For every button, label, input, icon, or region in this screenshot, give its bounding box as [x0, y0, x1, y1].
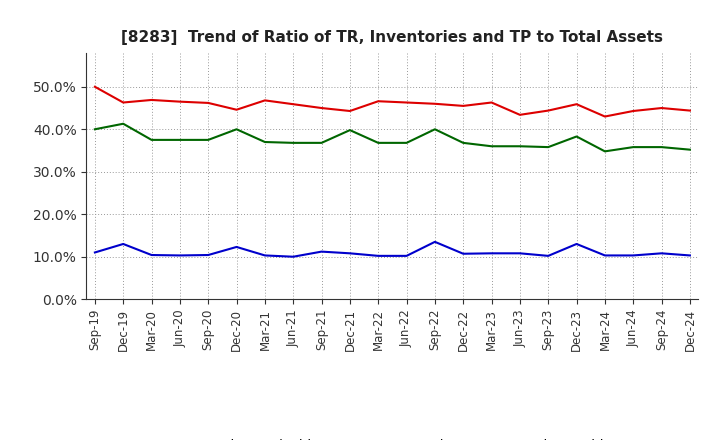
Trade Payables — [374, 140, 382, 146]
Inventories — [402, 253, 411, 259]
Trade Payables — [233, 127, 241, 132]
Trade Payables — [459, 140, 467, 146]
Trade Receivables — [629, 108, 637, 114]
Inventories — [233, 244, 241, 249]
Inventories — [685, 253, 694, 258]
Trade Payables — [346, 128, 354, 133]
Inventories — [204, 253, 212, 258]
Trade Receivables — [544, 108, 552, 113]
Inventories — [318, 249, 326, 254]
Trade Receivables — [91, 84, 99, 89]
Inventories — [459, 251, 467, 257]
Trade Payables — [204, 137, 212, 143]
Trade Payables — [119, 121, 127, 126]
Trade Payables — [402, 140, 411, 146]
Line: Trade Payables: Trade Payables — [95, 124, 690, 151]
Inventories — [261, 253, 269, 258]
Trade Receivables — [289, 102, 297, 107]
Trade Receivables — [204, 100, 212, 106]
Trade Payables — [91, 127, 99, 132]
Trade Payables — [261, 139, 269, 145]
Trade Receivables — [600, 114, 609, 119]
Trade Receivables — [516, 112, 524, 117]
Trade Receivables — [261, 98, 269, 103]
Trade Receivables — [176, 99, 184, 104]
Line: Inventories: Inventories — [95, 242, 690, 257]
Inventories — [119, 241, 127, 246]
Title: [8283]  Trend of Ratio of TR, Inventories and TP to Total Assets: [8283] Trend of Ratio of TR, Inventories… — [122, 29, 663, 45]
Inventories — [544, 253, 552, 259]
Trade Payables — [600, 149, 609, 154]
Trade Receivables — [233, 107, 241, 112]
Trade Payables — [487, 143, 496, 149]
Inventories — [516, 251, 524, 256]
Trade Payables — [629, 144, 637, 150]
Trade Receivables — [657, 106, 666, 111]
Inventories — [176, 253, 184, 258]
Trade Payables — [289, 140, 297, 146]
Inventories — [91, 250, 99, 255]
Inventories — [374, 253, 382, 259]
Inventories — [657, 251, 666, 256]
Inventories — [572, 241, 581, 246]
Inventories — [346, 251, 354, 256]
Trade Receivables — [685, 108, 694, 113]
Trade Receivables — [487, 100, 496, 105]
Trade Receivables — [318, 106, 326, 111]
Trade Payables — [148, 137, 156, 143]
Inventories — [629, 253, 637, 258]
Inventories — [431, 239, 439, 245]
Trade Receivables — [431, 101, 439, 106]
Trade Payables — [544, 144, 552, 150]
Trade Receivables — [402, 100, 411, 105]
Trade Payables — [516, 143, 524, 149]
Trade Payables — [176, 137, 184, 143]
Inventories — [487, 251, 496, 256]
Trade Receivables — [459, 103, 467, 109]
Inventories — [148, 253, 156, 258]
Inventories — [600, 253, 609, 258]
Trade Receivables — [572, 102, 581, 107]
Trade Receivables — [346, 108, 354, 114]
Trade Payables — [685, 147, 694, 152]
Trade Payables — [572, 134, 581, 139]
Inventories — [289, 254, 297, 259]
Trade Receivables — [148, 97, 156, 103]
Legend: Trade Receivables, Inventories, Trade Payables: Trade Receivables, Inventories, Trade Pa… — [161, 434, 624, 440]
Trade Receivables — [374, 99, 382, 104]
Trade Receivables — [119, 100, 127, 105]
Line: Trade Receivables: Trade Receivables — [95, 87, 690, 117]
Trade Payables — [431, 127, 439, 132]
Trade Payables — [657, 144, 666, 150]
Trade Payables — [318, 140, 326, 146]
